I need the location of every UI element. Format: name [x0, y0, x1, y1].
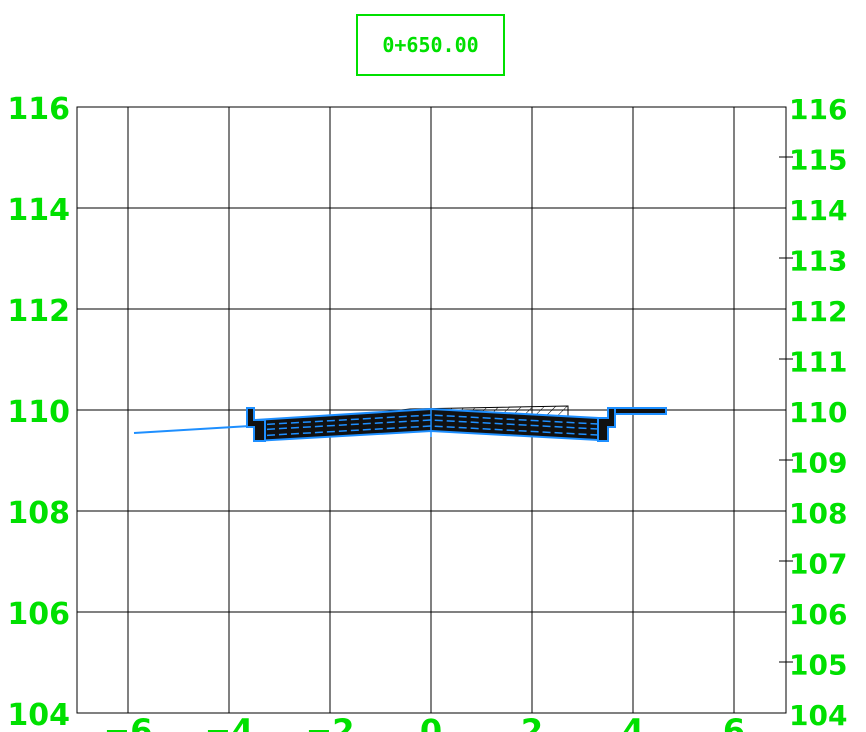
left-axis-tick-label: 106	[7, 597, 70, 632]
x-axis-tick-label: 0	[420, 712, 442, 732]
x-axis-tick-label: 6	[723, 712, 745, 732]
right-axis-tick-label: 112	[789, 295, 847, 328]
right-axis-tick-label: 108	[789, 497, 847, 530]
left-axis-tick-label: 116	[7, 92, 70, 127]
left-axis-tick-label: 112	[7, 294, 70, 329]
right-axis-tick-label: 109	[789, 447, 847, 480]
right-axis-tick-label: 115	[789, 144, 847, 177]
right-axis-tick-label: 107	[789, 548, 847, 581]
right-axis-tick-label: 110	[789, 396, 847, 429]
right-axis-tick-label: 104	[789, 699, 847, 732]
x-axis-tick-label: −4	[204, 712, 253, 732]
left-axis-tick-label: 108	[7, 496, 70, 531]
x-axis-tick-label: 2	[521, 712, 543, 732]
x-axis-tick-label: 4	[622, 712, 644, 732]
left-axis-tick-label: 110	[7, 395, 70, 430]
bottom-axis-labels: −6 −4 −2 0 2 4 6	[103, 712, 745, 732]
right-axis-tick-label: 113	[789, 245, 847, 278]
left-axis-labels: 116 114 112 110 108 106 104	[7, 92, 70, 732]
existing-ground-line	[134, 426, 250, 433]
left-curb	[247, 408, 265, 441]
right-axis-tick-label: 116	[789, 93, 847, 126]
right-axis-tick-label: 114	[789, 194, 847, 227]
x-axis-tick-label: −2	[305, 712, 354, 732]
right-axis-tick-label: 106	[789, 598, 847, 631]
right-axis-tick-label: 105	[789, 649, 847, 682]
left-axis-tick-label: 104	[7, 698, 70, 732]
right-axis-tick-label: 111	[789, 346, 847, 379]
right-sidewalk	[615, 408, 666, 414]
pavement-section	[247, 408, 666, 441]
right-axis-labels: 116 115 114 113 112 111 110 109 108 107 106 105 104	[789, 93, 847, 732]
left-axis-tick-label: 114	[7, 193, 70, 228]
x-axis-tick-label: −6	[103, 712, 152, 732]
right-curb	[598, 408, 615, 441]
